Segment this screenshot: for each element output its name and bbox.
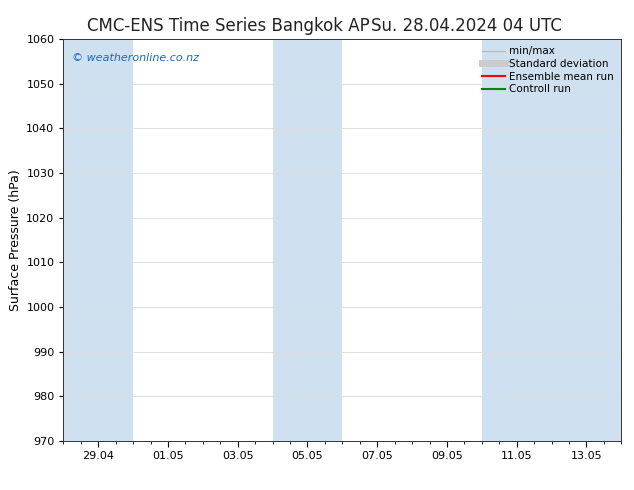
Bar <box>482 39 621 441</box>
Bar <box>63 39 133 441</box>
Text: CMC-ENS Time Series Bangkok AP: CMC-ENS Time Series Bangkok AP <box>87 17 370 35</box>
Text: Su. 28.04.2024 04 UTC: Su. 28.04.2024 04 UTC <box>370 17 562 35</box>
Y-axis label: Surface Pressure (hPa): Surface Pressure (hPa) <box>9 169 22 311</box>
Bar <box>273 39 342 441</box>
Legend: min/max, Standard deviation, Ensemble mean run, Controll run: min/max, Standard deviation, Ensemble me… <box>478 42 618 98</box>
Text: © weatheronline.co.nz: © weatheronline.co.nz <box>72 53 199 63</box>
